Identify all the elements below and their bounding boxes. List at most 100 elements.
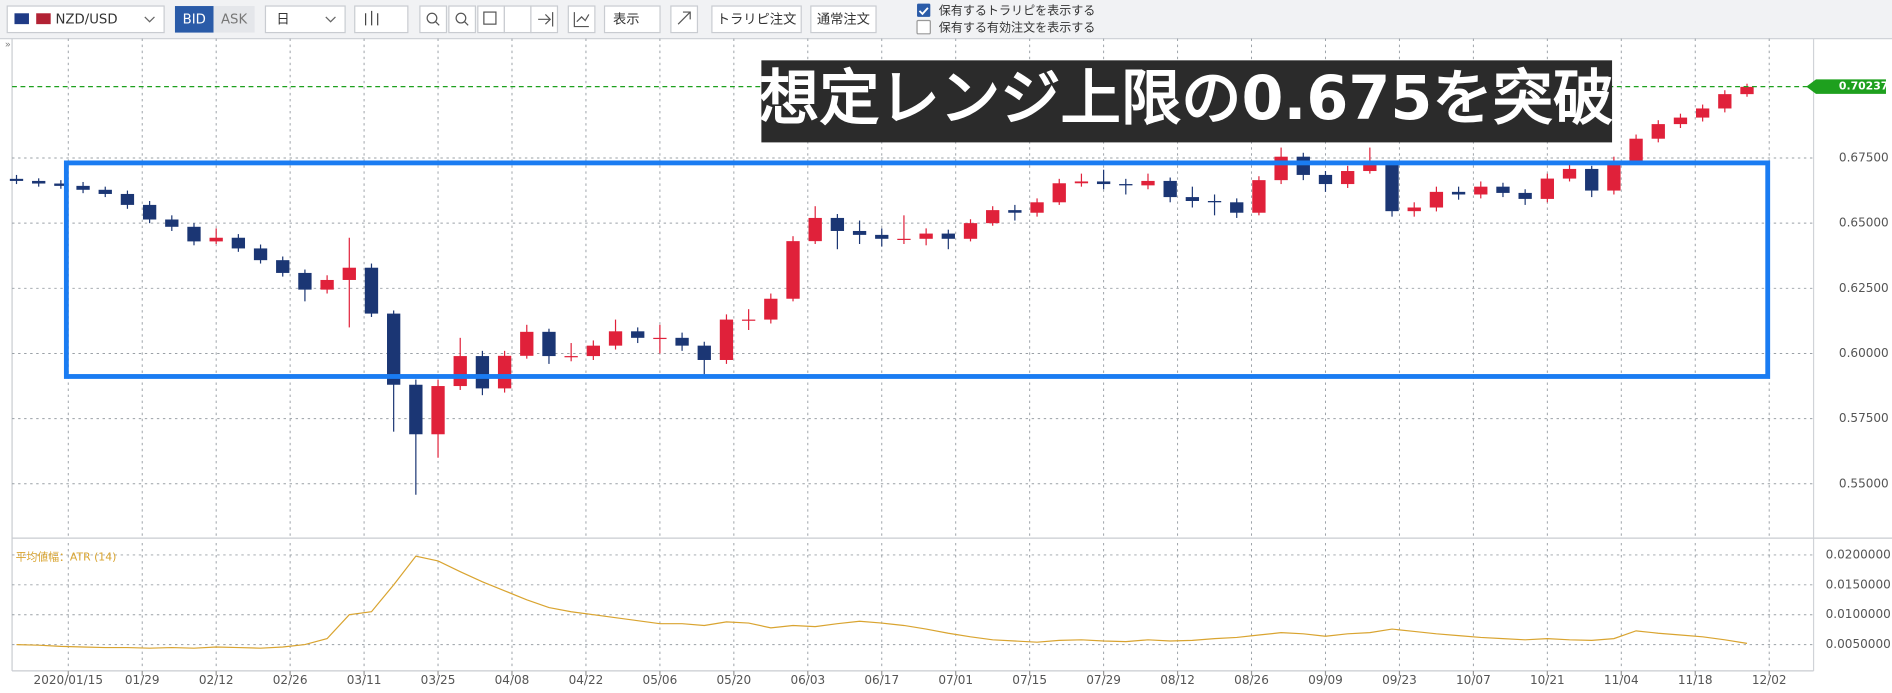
candle-body bbox=[431, 386, 445, 435]
x-tick-label: 07/29 bbox=[1086, 673, 1121, 687]
candle-body bbox=[1718, 94, 1732, 109]
axes: 2020/01/15 01/29 02/12 02/26 03/11 03/25 04/08… bbox=[16, 79, 1891, 687]
y-fit[interactable] bbox=[503, 5, 532, 34]
candle-body bbox=[453, 356, 467, 387]
candle-body bbox=[231, 237, 246, 249]
candle-body bbox=[697, 345, 711, 360]
y-tick-label: 0.65000 bbox=[1839, 216, 1889, 230]
candle-body bbox=[1163, 180, 1177, 198]
zoom-in[interactable] bbox=[419, 5, 448, 34]
candle-body bbox=[387, 313, 401, 385]
candle-body bbox=[852, 230, 867, 235]
indicator[interactable] bbox=[567, 5, 596, 34]
flag-us bbox=[36, 13, 51, 25]
candle-body bbox=[631, 331, 645, 338]
candle-body bbox=[142, 204, 157, 220]
candle-body bbox=[1341, 171, 1355, 185]
candle-body bbox=[675, 337, 689, 346]
pair-label: NZD/USD bbox=[56, 12, 118, 27]
x-tick-label: 03/25 bbox=[421, 673, 456, 687]
candle-body bbox=[187, 226, 201, 242]
trarepe-order-button[interactable] bbox=[711, 5, 802, 34]
candle-body bbox=[520, 331, 534, 356]
candle-body bbox=[1496, 186, 1510, 193]
fit[interactable] bbox=[477, 5, 505, 34]
checkbox-checked[interactable] bbox=[917, 3, 931, 17]
ask-label: ASK bbox=[221, 12, 247, 27]
candle-body bbox=[1607, 160, 1621, 191]
x-tick-label: 05/06 bbox=[643, 673, 678, 687]
candle-body bbox=[1651, 124, 1665, 139]
candle-body bbox=[475, 356, 490, 389]
candle-body bbox=[764, 298, 778, 320]
candle-body bbox=[963, 223, 978, 239]
candle-body bbox=[1385, 163, 1399, 212]
x-tick-label: 08/26 bbox=[1234, 673, 1269, 687]
chart-type-icon bbox=[365, 10, 379, 26]
trarepe-order-label: トラリピ注文 bbox=[717, 11, 797, 27]
candle-body bbox=[120, 193, 135, 205]
y-tick-label: 0.0100000 bbox=[1826, 607, 1891, 621]
candle-body bbox=[608, 331, 623, 346]
candle-body bbox=[1207, 200, 1222, 203]
x-tick-label: 2020/01/15 bbox=[34, 673, 103, 687]
candle-body bbox=[253, 248, 268, 261]
y-tick-label: 0.67500 bbox=[1839, 150, 1889, 164]
chart-type-select[interactable] bbox=[354, 5, 409, 34]
candle-body bbox=[76, 185, 90, 190]
candle-body bbox=[786, 241, 800, 299]
candle-body bbox=[1518, 192, 1532, 199]
x-tick-label: 10/21 bbox=[1530, 673, 1565, 687]
candle-body bbox=[897, 238, 911, 240]
y-tick-label: 0.0050000 bbox=[1826, 637, 1891, 651]
normal-order-button[interactable] bbox=[810, 5, 877, 34]
y-tick-label: 0.62500 bbox=[1839, 281, 1889, 295]
candle-body bbox=[1185, 197, 1200, 201]
candle-body bbox=[1429, 191, 1444, 208]
candle-body bbox=[830, 217, 845, 231]
annotation: 想定レンジ上限の0.675を突破 bbox=[759, 64, 1613, 134]
candle-body bbox=[919, 233, 933, 239]
candle-body bbox=[1096, 181, 1111, 185]
candle-body bbox=[941, 233, 955, 239]
candle-body bbox=[1673, 117, 1688, 125]
candle-body bbox=[1363, 163, 1377, 172]
zoom-out[interactable] bbox=[448, 5, 477, 34]
grid bbox=[12, 38, 1814, 670]
candle-body bbox=[1052, 183, 1066, 203]
candle-body bbox=[586, 345, 600, 357]
candle-body bbox=[1318, 174, 1333, 185]
candle-body bbox=[1008, 210, 1022, 213]
candle-body bbox=[165, 219, 179, 227]
candle-body bbox=[98, 189, 112, 194]
y-tick-label: 0.0150000 bbox=[1826, 577, 1891, 591]
y-tick-label: 0.60000 bbox=[1839, 346, 1889, 360]
x-tick-label: 09/09 bbox=[1308, 673, 1343, 687]
x-tick-label: 01/29 bbox=[125, 673, 160, 687]
candle-body bbox=[298, 272, 312, 290]
view-select[interactable] bbox=[603, 5, 661, 34]
candle-body bbox=[1451, 191, 1466, 195]
pair-select[interactable] bbox=[6, 5, 165, 34]
annotation-box bbox=[761, 60, 1613, 143]
marks bbox=[9, 83, 1814, 649]
fullscreen[interactable] bbox=[670, 5, 699, 34]
candle-body bbox=[1629, 138, 1643, 161]
candle-body bbox=[1585, 168, 1599, 191]
dropdown-arrow bbox=[144, 16, 155, 23]
candle-body bbox=[564, 356, 578, 358]
candle-body bbox=[1274, 156, 1288, 181]
candle-body bbox=[276, 260, 290, 273]
candle-body bbox=[1074, 181, 1089, 184]
period-select[interactable] bbox=[264, 5, 346, 34]
candle-body bbox=[1296, 156, 1310, 175]
y-tick-label: 0.55000 bbox=[1839, 476, 1889, 490]
x-tick-label: 04/08 bbox=[495, 673, 530, 687]
ask-button[interactable] bbox=[213, 6, 255, 33]
bid-button[interactable] bbox=[174, 6, 214, 33]
x-tick-label: 05/20 bbox=[716, 673, 751, 687]
candle-body bbox=[342, 267, 356, 280]
checkbox[interactable] bbox=[916, 19, 931, 35]
candle-body bbox=[875, 234, 889, 239]
